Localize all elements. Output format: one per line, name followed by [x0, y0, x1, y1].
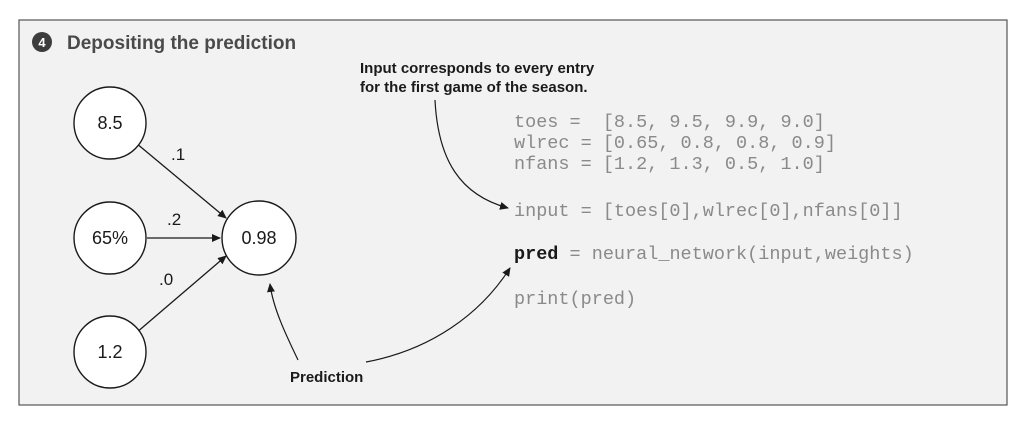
panel-background: [18, 19, 1008, 406]
code-line-wlrec: wlrec = [0.65, 0.8, 0.8, 0.9]: [514, 133, 836, 154]
input-note-arrow: [434, 99, 509, 210]
input-note-line-2: for the first game of the season.: [360, 79, 588, 96]
input-node-toes-label: 8.5: [97, 113, 122, 133]
prediction-arrow-to-code: [365, 267, 511, 363]
code-line-pred: pred = neural_network(input,weights): [514, 244, 914, 265]
output-node-label: 0.98: [241, 228, 276, 248]
code-line-nfans: nfans = [1.2, 1.3, 0.5, 1.0]: [514, 154, 825, 175]
step-number: 4: [38, 35, 46, 50]
header: 4 Depositing the prediction: [32, 32, 296, 54]
input-node-nfans-label: 1.2: [97, 342, 122, 362]
code-line-print: print(pred): [514, 289, 636, 310]
diagram-title: Depositing the prediction: [67, 33, 296, 54]
input-node-wlrec: 65%: [73, 201, 147, 275]
input-note-line-1: Input corresponds to every entry: [360, 60, 595, 77]
input-node-toes: 8.5: [73, 86, 147, 160]
output-node-circle: [221, 200, 297, 276]
weight-label-wlrec: .2: [167, 210, 181, 229]
input-node-nfans: 1.2: [73, 315, 147, 389]
edge-nfans-to-output: [135, 255, 227, 334]
weight-label-toes: .1: [171, 145, 185, 164]
prediction-arrow-to-output: [267, 283, 299, 361]
code-pred-keyword: pred: [514, 244, 558, 265]
code-block: toes = [8.5, 9.5, 9.9, 9.0] wlrec = [0.6…: [514, 112, 914, 310]
weight-label-nfans: .0: [159, 270, 173, 289]
input-node-nfans-circle: [73, 315, 147, 389]
edge-toes-to-output: [135, 142, 227, 219]
input-node-toes-circle: [73, 86, 147, 160]
code-pred-rest: = neural_network(input,weights): [558, 244, 913, 265]
input-node-wlrec-label: 65%: [92, 228, 128, 248]
code-line-input: input = [toes[0],wlrec[0],nfans[0]]: [514, 201, 903, 222]
prediction-note: Prediction: [290, 369, 363, 386]
code-line-toes: toes = [8.5, 9.5, 9.9, 9.0]: [514, 112, 825, 133]
input-node-wlrec-circle: [73, 201, 147, 275]
step-badge: [32, 32, 52, 52]
output-node: 0.98: [221, 200, 297, 276]
